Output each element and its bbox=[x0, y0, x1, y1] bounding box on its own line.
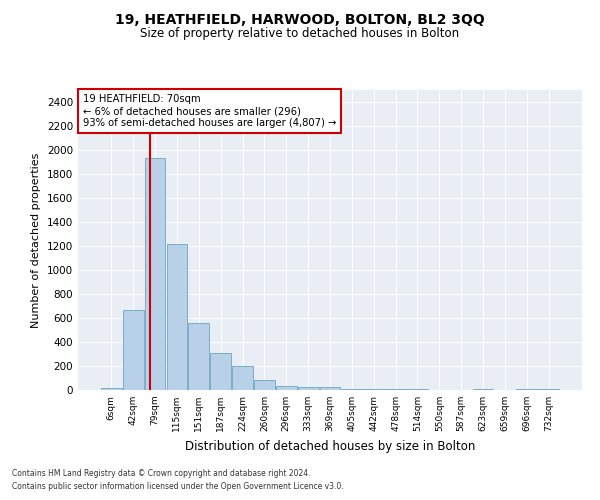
Bar bbox=[254, 380, 275, 390]
Text: Contains HM Land Registry data © Crown copyright and database right 2024.: Contains HM Land Registry data © Crown c… bbox=[12, 468, 311, 477]
Text: Contains public sector information licensed under the Open Government Licence v3: Contains public sector information licen… bbox=[12, 482, 344, 491]
Y-axis label: Number of detached properties: Number of detached properties bbox=[31, 152, 41, 328]
Text: 19, HEATHFIELD, HARWOOD, BOLTON, BL2 3QQ: 19, HEATHFIELD, HARWOOD, BOLTON, BL2 3QQ bbox=[115, 12, 485, 26]
Bar bbox=[145, 158, 166, 390]
Bar bbox=[276, 386, 296, 390]
Bar bbox=[298, 387, 319, 390]
X-axis label: Distribution of detached houses by size in Bolton: Distribution of detached houses by size … bbox=[185, 440, 475, 452]
Bar bbox=[320, 387, 340, 390]
Bar bbox=[210, 353, 231, 390]
Bar bbox=[188, 323, 209, 390]
Text: Size of property relative to detached houses in Bolton: Size of property relative to detached ho… bbox=[140, 28, 460, 40]
Text: 19 HEATHFIELD: 70sqm
← 6% of detached houses are smaller (296)
93% of semi-detac: 19 HEATHFIELD: 70sqm ← 6% of detached ho… bbox=[83, 94, 337, 128]
Bar bbox=[123, 310, 143, 390]
Bar bbox=[167, 244, 187, 390]
Bar bbox=[232, 366, 253, 390]
Bar bbox=[101, 388, 122, 390]
